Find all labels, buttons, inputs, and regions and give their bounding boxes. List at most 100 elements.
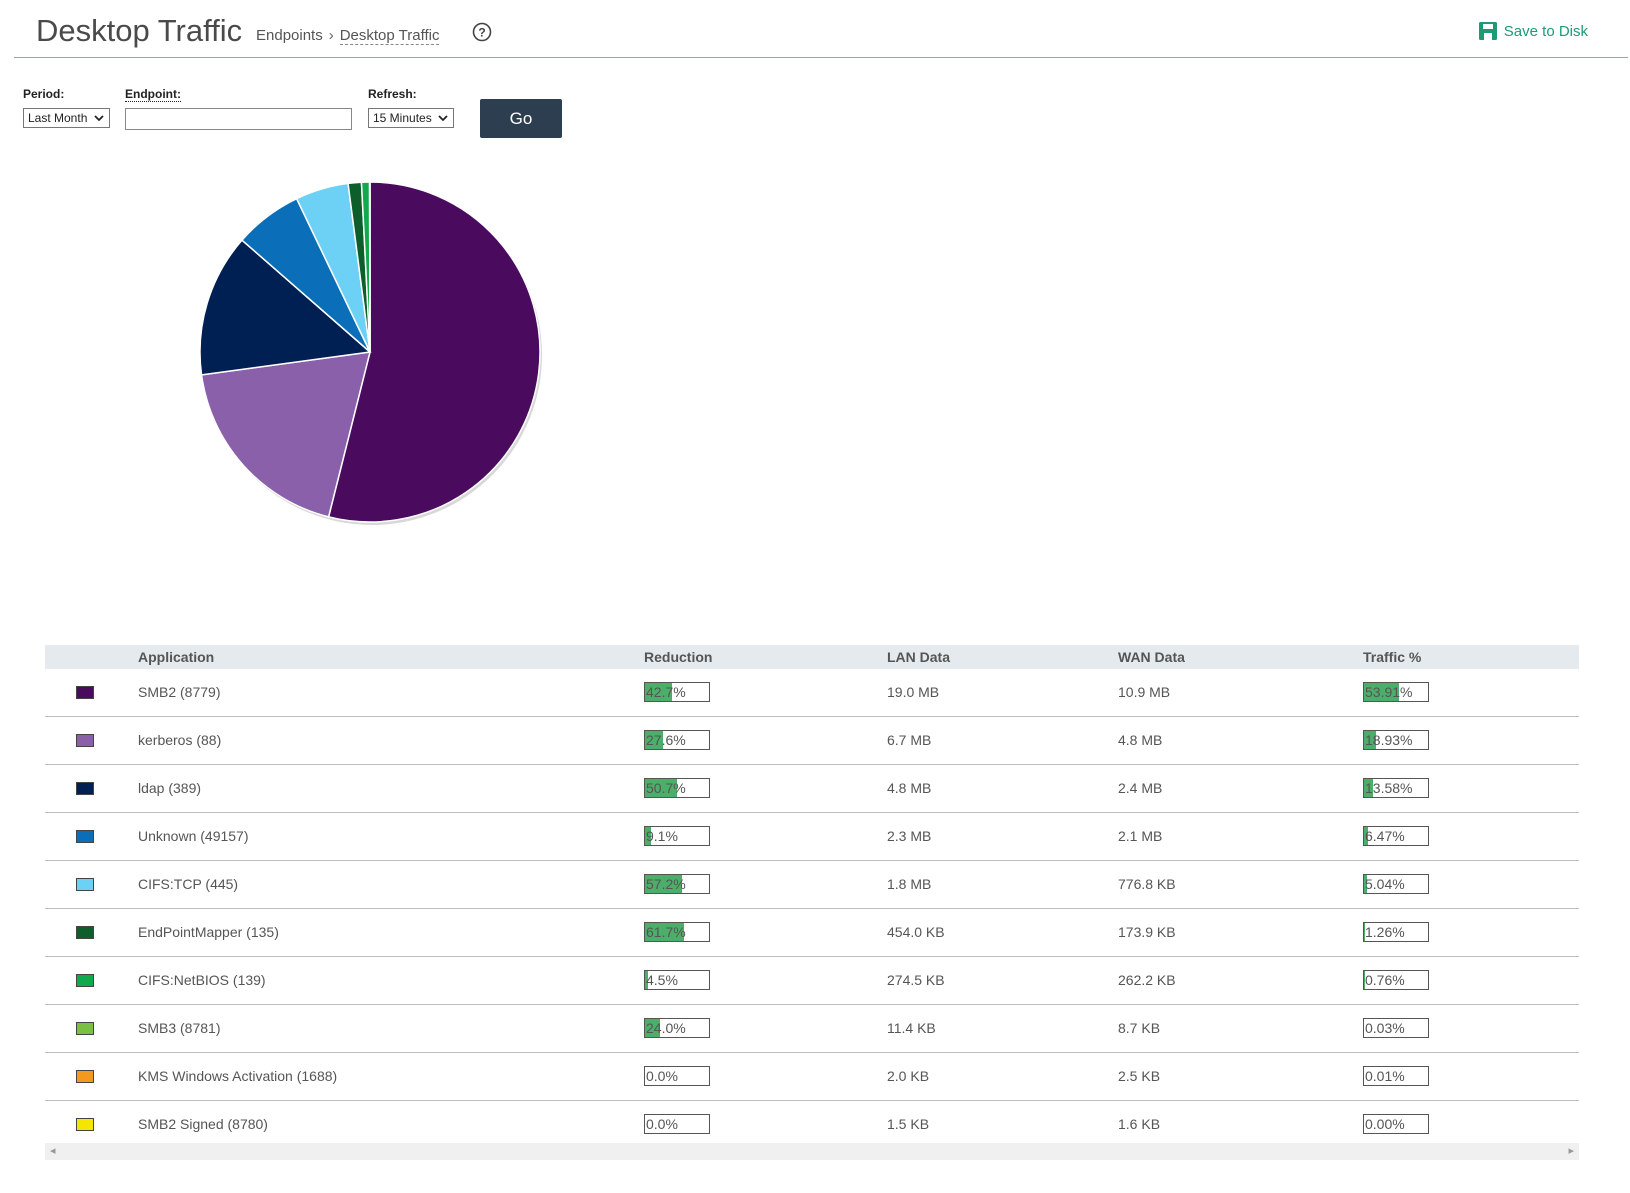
wan-data-value: 2.4 MB [1118,780,1163,796]
reduction-bar: 27.6% [644,730,710,750]
column-header-reduction[interactable]: Reduction [644,649,713,665]
color-swatch [76,830,94,843]
application-name: SMB3 (8781) [138,1020,221,1036]
floppy-disk-icon [1478,22,1497,40]
reduction-bar: 4.5% [644,970,710,990]
help-icon[interactable]: ? [472,22,492,42]
reduction-value: 0.0% [646,1116,678,1132]
table-row[interactable]: SMB3 (8781) 24.0% 11.4 KB 8.7 KB 0.03% [45,1005,1579,1053]
lan-data-value: 4.8 MB [887,780,932,796]
reduction-value: 27.6% [646,732,686,748]
traffic-bar-fill [1364,827,1369,845]
lan-data-value: 6.7 MB [887,732,932,748]
period-label: Period: [23,87,65,101]
reduction-bar-fill [645,923,685,941]
reduction-bar-fill [645,779,678,797]
period-select[interactable]: Last Month [23,108,110,128]
traffic-value: 18.93% [1365,732,1413,748]
reduction-bar: 50.7% [644,778,710,798]
color-swatch [76,926,94,939]
endpoint-input[interactable] [125,108,352,130]
traffic-bar: 13.58% [1363,778,1429,798]
traffic-bar-fill [1364,779,1373,797]
chevron-down-icon [438,115,448,122]
reduction-bar: 61.7% [644,922,710,942]
chevron-down-icon [94,115,104,122]
lan-data-value: 274.5 KB [887,972,945,988]
traffic-bar: 18.93% [1363,730,1429,750]
breadcrumb-endpoints[interactable]: Endpoints [256,27,323,44]
scroll-left-icon[interactable]: ◂ [50,1145,56,1157]
traffic-bar: 0.76% [1363,970,1429,990]
table-row[interactable]: CIFS:TCP (445) 57.2% 1.8 MB 776.8 KB 5.04% [45,861,1579,909]
table-row[interactable]: SMB2 (8779) 42.7% 19.0 MB 10.9 MB 53.91% [45,669,1579,717]
traffic-value: 53.91% [1365,684,1413,700]
color-swatch [76,974,94,987]
table-row[interactable]: EndPointMapper (135) 61.7% 454.0 KB 173.9 K… [45,909,1579,957]
traffic-bar-fill [1364,923,1365,941]
pie-slice[interactable] [199,239,372,376]
application-name: SMB2 (8779) [138,684,221,700]
wan-data-value: 776.8 KB [1118,876,1176,892]
table-header: Application Reduction LAN Data WAN Data … [45,645,1579,669]
table-row[interactable]: kerberos (88) 27.6% 6.7 MB 4.8 MB 18.93% [45,717,1579,765]
reduction-bar-fill [645,1019,661,1037]
traffic-bar-fill [1364,683,1399,701]
column-header-wan-data[interactable]: WAN Data [1118,649,1185,665]
refresh-select[interactable]: 15 Minutes [368,108,454,128]
application-name: CIFS:TCP (445) [138,876,239,892]
traffic-pie-chart [199,181,542,525]
traffic-bar: 0.01% [1363,1066,1429,1086]
scroll-right-icon[interactable]: ▸ [1568,1145,1574,1157]
reduction-bar: 0.0% [644,1066,710,1086]
lan-data-value: 454.0 KB [887,924,945,940]
reduction-bar-fill [645,731,663,749]
column-header-application[interactable]: Application [138,649,215,665]
traffic-bar: 6.47% [1363,826,1429,846]
reduction-value: 4.5% [646,972,678,988]
go-button[interactable]: Go [480,99,562,138]
table-row[interactable]: KMS Windows Activation (1688) 0.0% 2.0 KB 2… [45,1053,1579,1101]
pie-slice[interactable] [327,181,541,523]
breadcrumb-separator: › [328,27,334,44]
traffic-bar-fill [1364,875,1368,893]
application-name: kerberos (88) [138,732,222,748]
table-body: SMB2 (8779) 42.7% 19.0 MB 10.9 MB 53.91% kerb… [45,669,1579,1149]
table-row[interactable]: SMB2 Signed (8780) 0.0% 1.5 KB 1.6 KB 0.00% [45,1101,1579,1149]
save-to-disk-button[interactable]: Save to Disk [1478,21,1588,41]
traffic-value: 0.01% [1365,1068,1405,1084]
column-header-traffic-percent[interactable]: Traffic % [1363,649,1422,665]
wan-data-value: 262.2 KB [1118,972,1176,988]
traffic-value: 1.26% [1365,924,1405,940]
table-row[interactable]: ldap (389) 50.7% 4.8 MB 2.4 MB 13.58% [45,765,1579,813]
application-name: ldap (389) [138,780,202,796]
traffic-value: 6.47% [1365,828,1405,844]
wan-data-value: 8.7 KB [1118,1020,1161,1036]
traffic-value: 0.03% [1365,1020,1405,1036]
wan-data-value: 2.1 MB [1118,828,1163,844]
application-name: EndPointMapper (135) [138,924,279,940]
traffic-bar: 5.04% [1363,874,1429,894]
application-name: SMB2 Signed (8780) [138,1116,268,1132]
color-swatch [76,1118,94,1131]
refresh-label: Refresh: [368,87,417,101]
period-select-value: Last Month [28,111,88,125]
table-row[interactable]: CIFS:NetBIOS (139) 4.5% 274.5 KB 262.2 KB 0.… [45,957,1579,1005]
wan-data-value: 173.9 KB [1118,924,1176,940]
application-name: Unknown (49157) [138,828,249,844]
wan-data-value: 10.9 MB [1118,684,1171,700]
reduction-value: 0.0% [646,1068,678,1084]
color-swatch [76,734,94,747]
reduction-bar-fill [645,971,648,989]
horizontal-scrollbar[interactable]: ◂ ▸ [45,1143,1579,1160]
page-title: Desktop Traffic [36,13,243,48]
column-header-lan-data[interactable]: LAN Data [887,649,951,665]
reduction-value: 24.0% [646,1020,686,1036]
reduction-value: 42.7% [646,684,686,700]
wan-data-value: 4.8 MB [1118,732,1163,748]
table-row[interactable]: Unknown (49157) 9.1% 2.3 MB 2.1 MB 6.47% [45,813,1579,861]
save-to-disk-label: Save to Disk [1503,22,1588,40]
pie-slice[interactable] [200,351,371,518]
color-swatch [76,686,94,699]
reduction-bar-fill [645,827,651,845]
